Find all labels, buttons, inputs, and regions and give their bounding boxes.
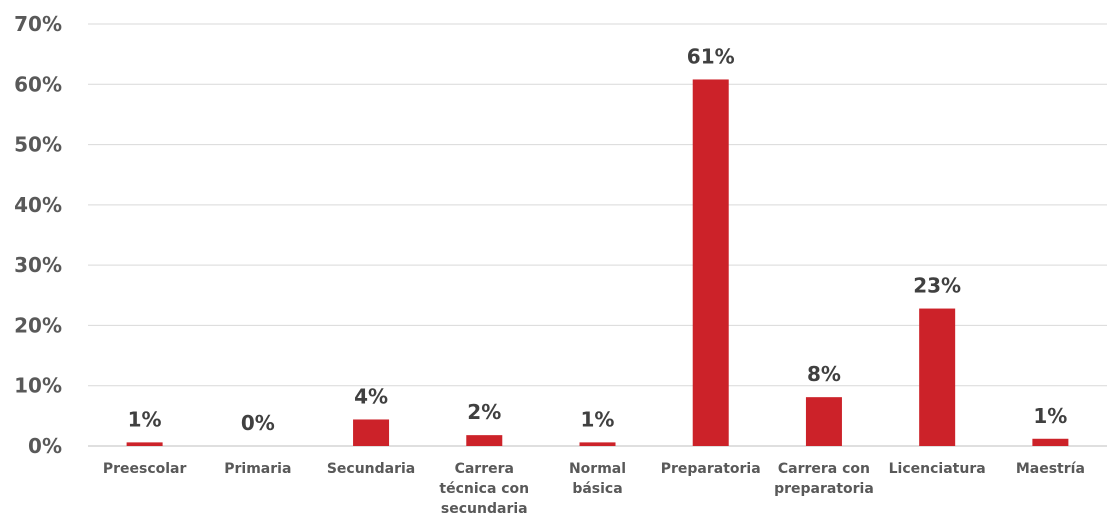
bar [692,79,729,446]
y-tick-label: 60% [14,72,62,96]
bar [579,442,616,446]
x-axis-category-labels: Preescolar Primaria Secundaria Carrera técni… [103,461,1085,517]
category-label: Carrera técnica con secundaria [439,461,529,517]
y-tick-label: 30% [14,253,62,277]
y-tick-label: 70% [14,12,62,36]
data-label: 4% [354,384,388,408]
bar [919,308,956,446]
bar [805,397,842,446]
category-label: Carrera con preparatoria [774,461,874,497]
data-label: 1% [581,407,615,431]
data-label: 1% [128,407,162,431]
bar [126,442,163,446]
gridlines [88,23,1107,447]
category-label: Primaria [224,461,291,477]
bars [126,79,1069,446]
category-label: Normal básica [569,461,626,497]
y-tick-label: 50% [14,133,62,157]
y-tick-label: 10% [14,374,62,398]
data-label: 2% [467,400,501,424]
bar [353,419,390,446]
data-label: 23% [913,274,961,298]
data-label: 8% [807,362,841,386]
y-tick-label: 40% [14,193,62,217]
category-label: Preparatoria [661,461,761,477]
data-labels: 1% 0% 4% 2% 1% 61% 8% 23% 1% [128,44,1068,435]
category-label: Preescolar [103,461,187,477]
bar [466,435,503,446]
category-label: Secundaria [327,461,415,477]
bar [1032,438,1069,446]
data-label: 61% [687,44,735,68]
y-tick-label: 20% [14,313,62,337]
data-label: 0% [241,411,275,435]
y-axis-tick-labels: 0% 10% 20% 30% 40% 50% 60% 70% [14,12,62,458]
category-label: Maestría [1016,461,1085,477]
category-label: Licenciatura [889,461,986,477]
y-tick-label: 0% [28,434,62,458]
data-label: 1% [1033,404,1067,428]
